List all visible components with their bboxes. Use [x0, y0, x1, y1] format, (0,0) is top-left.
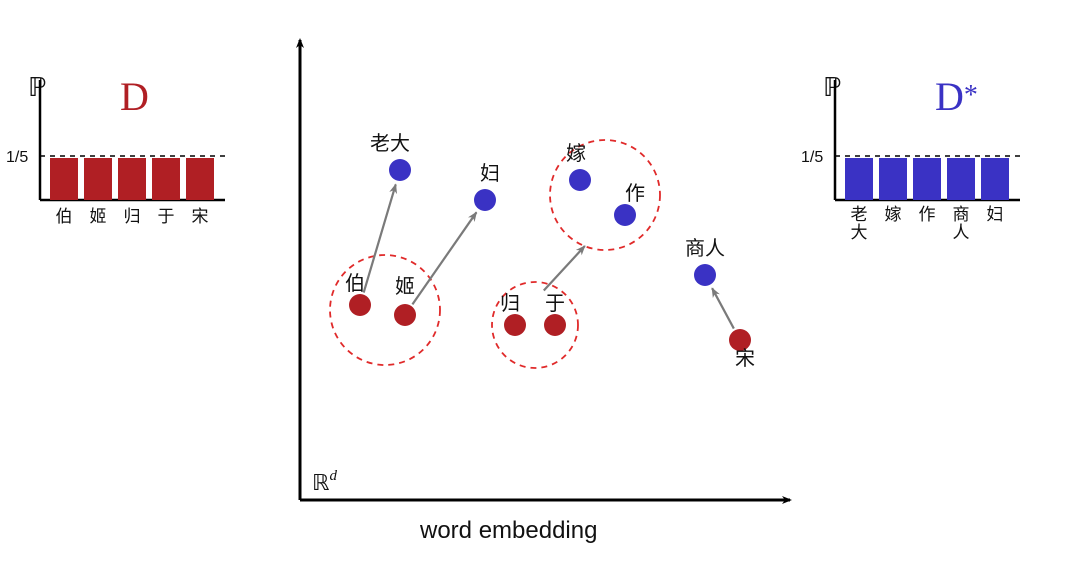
source-label: 于 — [545, 293, 565, 315]
dist-right-bar — [845, 158, 873, 200]
target-label: 老大 — [370, 132, 410, 155]
dist-right-bar — [913, 158, 941, 200]
source-point — [394, 304, 416, 326]
dist-right-category: 作 — [919, 205, 936, 224]
dist-right-category: 嫁 — [885, 205, 902, 224]
dist-right-category: 妇 — [987, 205, 1004, 224]
source-label: 姬 — [395, 275, 415, 298]
target-label: 嫁 — [566, 142, 586, 165]
dist-right-bar — [947, 158, 975, 200]
dist-left-bar — [186, 158, 214, 200]
embedding-xlabel: word embedding — [419, 517, 597, 544]
dist-left-category: 宋 — [192, 207, 209, 226]
dist-left-ytick: 1/5 — [6, 149, 28, 166]
dist-left-category: 归 — [124, 207, 141, 226]
target-label: 商人 — [685, 237, 725, 260]
source-point — [504, 314, 526, 336]
target-label: 妇 — [480, 162, 500, 185]
transport-arrow — [712, 288, 734, 328]
dist-right-title: D* — [935, 74, 978, 119]
dist-right-bar — [981, 158, 1009, 200]
dist-left-category: 伯 — [56, 207, 73, 226]
p-symbol-right: ℙ — [823, 73, 841, 102]
source-label: 归 — [500, 292, 520, 315]
source-label: 宋 — [735, 347, 755, 370]
target-point — [569, 169, 591, 191]
dist-right-category: 商人 — [953, 205, 970, 242]
dist-right-ytick: 1/5 — [801, 149, 823, 166]
dist-left-title: D — [120, 74, 149, 119]
transport-arrow — [364, 184, 396, 292]
dist-left-bar — [118, 158, 146, 200]
dist-right-bar — [879, 158, 907, 200]
p-symbol-left: ℙ — [28, 73, 46, 102]
dist-left-bar — [84, 158, 112, 200]
dist-right-category: 老大 — [851, 205, 868, 242]
transport-arrow — [544, 246, 585, 290]
target-point — [389, 159, 411, 181]
target-point — [694, 264, 716, 286]
source-label: 伯 — [345, 272, 365, 295]
cluster-circle — [330, 255, 440, 365]
source-point — [544, 314, 566, 336]
target-label: 作 — [625, 182, 645, 205]
target-point — [474, 189, 496, 211]
source-point — [349, 294, 371, 316]
embedding-plot: word embedding ℝd 伯 姬归 于宋 老大妇 嫁作商人 — [300, 40, 790, 544]
dist-left-bar — [152, 158, 180, 200]
dist-left-category: 姬 — [90, 207, 107, 226]
transport-arrow — [412, 212, 476, 304]
distribution-right: ℙ D* 1/5 老大嫁作商人妇 — [801, 73, 1020, 242]
distribution-left: ℙ D 1/5 伯姬归于宋 — [6, 73, 225, 226]
dist-left-bar — [50, 158, 78, 200]
target-point — [614, 204, 636, 226]
dist-left-category: 于 — [158, 207, 175, 226]
embedding-corner-label: ℝd — [312, 468, 337, 495]
